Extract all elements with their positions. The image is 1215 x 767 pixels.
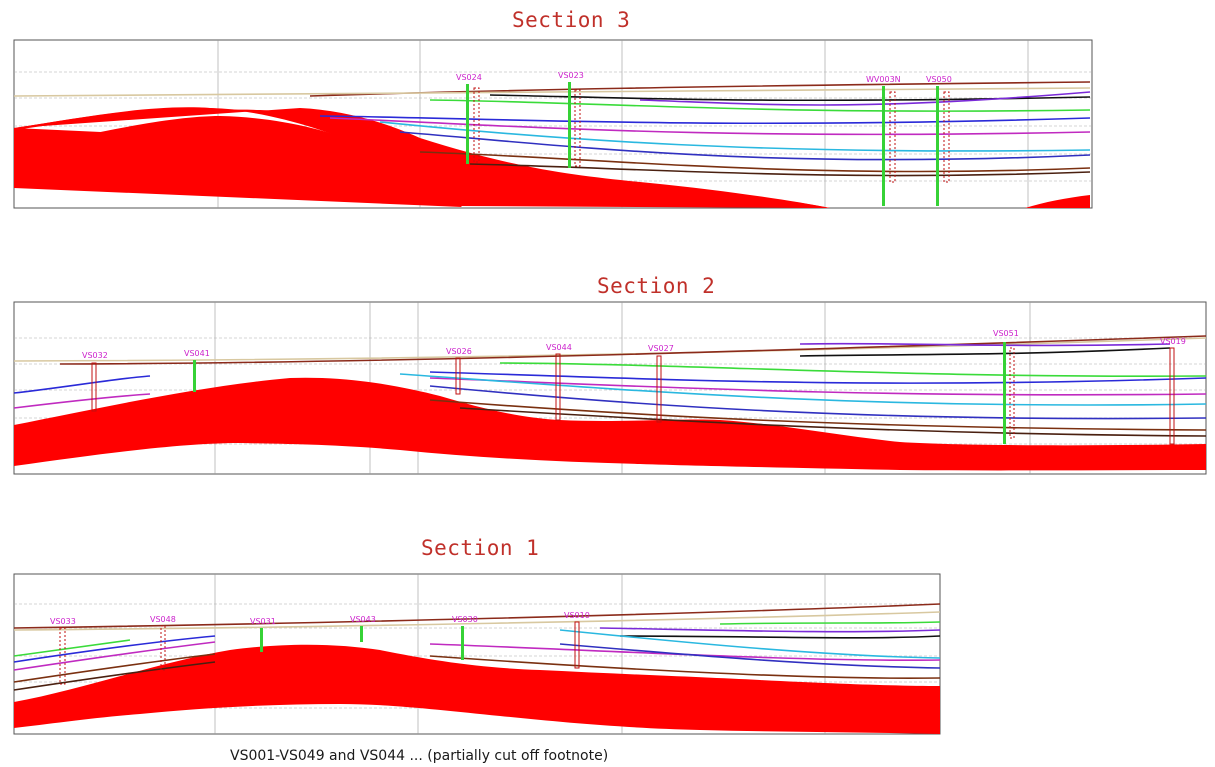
well-labels: VS024 VS023 WV003N VS050 bbox=[456, 71, 952, 84]
well-label: VS043 bbox=[350, 615, 376, 624]
well-log bbox=[1010, 348, 1014, 438]
well-label: VS032 bbox=[82, 351, 108, 360]
well-label: VS048 bbox=[150, 615, 176, 624]
well-column bbox=[260, 628, 263, 652]
well-label: VS031 bbox=[250, 617, 276, 626]
well-label: VS010 bbox=[564, 611, 590, 620]
well-label: VS026 bbox=[446, 347, 472, 356]
footnote-caption: VS001-VS049 and VS044 ... (partially cut… bbox=[230, 748, 608, 764]
well-label: VS041 bbox=[184, 349, 210, 358]
well-label: VS050 bbox=[926, 75, 952, 84]
well-label: VS030 bbox=[452, 615, 478, 624]
section-3-cross-section: VS024 VS023 WV003N VS050 bbox=[0, 0, 1215, 235]
section-1-panel: Section 1 bbox=[0, 532, 1215, 747]
well-label: VS044 bbox=[546, 343, 572, 352]
well-log bbox=[890, 92, 895, 182]
well-label: VS027 bbox=[648, 344, 674, 353]
well-label: VS023 bbox=[558, 71, 584, 80]
well-column bbox=[568, 82, 571, 168]
well-column bbox=[882, 86, 885, 206]
section-2-panel: Section 2 bbox=[0, 268, 1215, 483]
bedrock-right bbox=[1025, 195, 1090, 208]
well-label: VS019 bbox=[1160, 337, 1186, 346]
well-label: VS051 bbox=[993, 329, 1019, 338]
section-1-cross-section: VS033 VS048 VS031 VS043 VS030 VS010 bbox=[0, 532, 1215, 747]
well-log bbox=[944, 92, 949, 182]
well-log bbox=[92, 363, 96, 411]
well-label: WV003N bbox=[866, 75, 901, 84]
well-column bbox=[1003, 342, 1006, 444]
well-column bbox=[466, 84, 469, 164]
well-log bbox=[575, 90, 580, 166]
section-2-cross-section: VS032 VS041 VS026 VS044 VS027 VS051 VS01… bbox=[0, 268, 1215, 483]
well-label: VS024 bbox=[456, 73, 482, 82]
well-label: VS033 bbox=[50, 617, 76, 626]
well-column bbox=[461, 626, 464, 660]
well-column bbox=[360, 626, 363, 642]
bedrock-fill bbox=[14, 378, 1206, 471]
well-column bbox=[193, 360, 196, 392]
well-column bbox=[936, 86, 939, 206]
section-3-panel: Section 3 bbox=[0, 0, 1215, 235]
